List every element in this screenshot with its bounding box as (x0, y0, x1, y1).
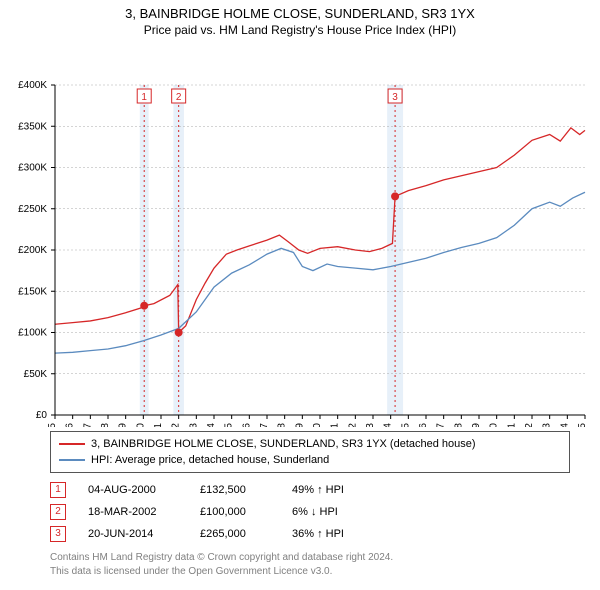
x-tick-label: 2002 (171, 423, 182, 427)
x-tick-label: 2008 (277, 423, 288, 427)
legend-label: 3, BAINBRIDGE HOLME CLOSE, SUNDERLAND, S… (91, 436, 476, 452)
x-tick-label: 2017 (436, 423, 447, 427)
y-tick-label: £400K (18, 80, 47, 91)
x-tick-label: 2011 (330, 423, 341, 427)
transaction-marker: 3 (50, 526, 66, 542)
y-tick-label: £150K (18, 286, 47, 297)
line-chart: £0 £50K £100K £150K £200K £250K £300K £350K £400… (0, 37, 600, 427)
x-tick-label: 2010 (312, 423, 323, 427)
x-tick-label: 2016 (418, 423, 429, 427)
x-tick-label: 2020 (489, 423, 500, 427)
footer-line-1: Contains HM Land Registry data © Crown c… (50, 551, 570, 565)
legend-row: 3, BAINBRIDGE HOLME CLOSE, SUNDERLAND, S… (59, 436, 561, 452)
footer-line-2: This data is licensed under the Open Gov… (50, 565, 570, 579)
y-tick-label: £0 (36, 410, 48, 421)
x-tick-label: 2025 (577, 423, 588, 427)
transaction-row: 1 04-AUG-2000 £132,500 49% ↑ HPI (50, 479, 570, 501)
transaction-dot (175, 329, 183, 337)
chart-marker-label: 1 (141, 92, 147, 103)
x-tick-label: 2012 (347, 423, 358, 427)
x-tick-label: 2013 (365, 423, 376, 427)
transaction-dot (391, 192, 399, 200)
legend-row: HPI: Average price, detached house, Sund… (59, 452, 561, 468)
chart-title: 3, BAINBRIDGE HOLME CLOSE, SUNDERLAND, S… (0, 6, 600, 21)
legend: 3, BAINBRIDGE HOLME CLOSE, SUNDERLAND, S… (50, 431, 570, 473)
x-tick-label: 1999 (118, 423, 129, 427)
transaction-price: £100,000 (200, 506, 270, 518)
x-tick-label: 2003 (188, 423, 199, 427)
legend-swatch (59, 459, 85, 461)
y-tick-label: £50K (24, 369, 48, 380)
transaction-pct: 49% ↑ HPI (292, 484, 392, 496)
x-tick-label: 2009 (294, 423, 305, 427)
transaction-marker: 2 (50, 504, 66, 520)
x-tick-label: 2022 (524, 423, 535, 427)
transaction-row: 3 20-JUN-2014 £265,000 36% ↑ HPI (50, 523, 570, 545)
transactions-table: 1 04-AUG-2000 £132,500 49% ↑ HPI 2 18-MAR-200… (50, 479, 570, 545)
transaction-dot (140, 302, 148, 310)
x-tick-label: 2018 (453, 423, 464, 427)
y-tick-label: £250K (18, 204, 47, 215)
chart-marker-label: 2 (176, 92, 182, 103)
x-tick-label: 2024 (559, 423, 570, 427)
x-tick-label: 2006 (241, 423, 252, 427)
x-tick-label: 2007 (259, 423, 270, 427)
transaction-price: £132,500 (200, 484, 270, 496)
x-tick-label: 1996 (65, 423, 76, 427)
x-tick-label: 1997 (82, 423, 93, 427)
x-tick-label: 2021 (506, 423, 517, 427)
transaction-price: £265,000 (200, 528, 270, 540)
x-tick-label: 2005 (224, 423, 235, 427)
chart-marker-label: 3 (392, 92, 398, 103)
y-tick-label: £350K (18, 121, 47, 132)
transaction-marker: 1 (50, 482, 66, 498)
legend-label: HPI: Average price, detached house, Sund… (91, 452, 329, 468)
x-tick-label: 2019 (471, 423, 482, 427)
transaction-row: 2 18-MAR-2002 £100,000 6% ↓ HPI (50, 501, 570, 523)
transaction-date: 20-JUN-2014 (88, 528, 178, 540)
transaction-pct: 36% ↑ HPI (292, 528, 392, 540)
x-tick-label: 2023 (542, 423, 553, 427)
y-tick-label: £200K (18, 245, 47, 256)
legend-swatch (59, 443, 85, 445)
x-tick-label: 2015 (400, 423, 411, 427)
transaction-date: 04-AUG-2000 (88, 484, 178, 496)
x-tick-label: 1995 (47, 423, 58, 427)
x-tick-label: 1998 (100, 423, 111, 427)
x-tick-label: 2001 (153, 423, 164, 427)
x-tick-label: 2014 (383, 423, 394, 427)
attribution-footer: Contains HM Land Registry data © Crown c… (50, 551, 570, 579)
y-tick-label: £100K (18, 328, 47, 339)
y-tick-label: £300K (18, 163, 47, 174)
transaction-date: 18-MAR-2002 (88, 506, 178, 518)
transaction-pct: 6% ↓ HPI (292, 506, 392, 518)
x-tick-label: 2000 (135, 423, 146, 427)
x-tick-label: 2004 (206, 423, 217, 427)
chart-subtitle: Price paid vs. HM Land Registry's House … (0, 23, 600, 37)
